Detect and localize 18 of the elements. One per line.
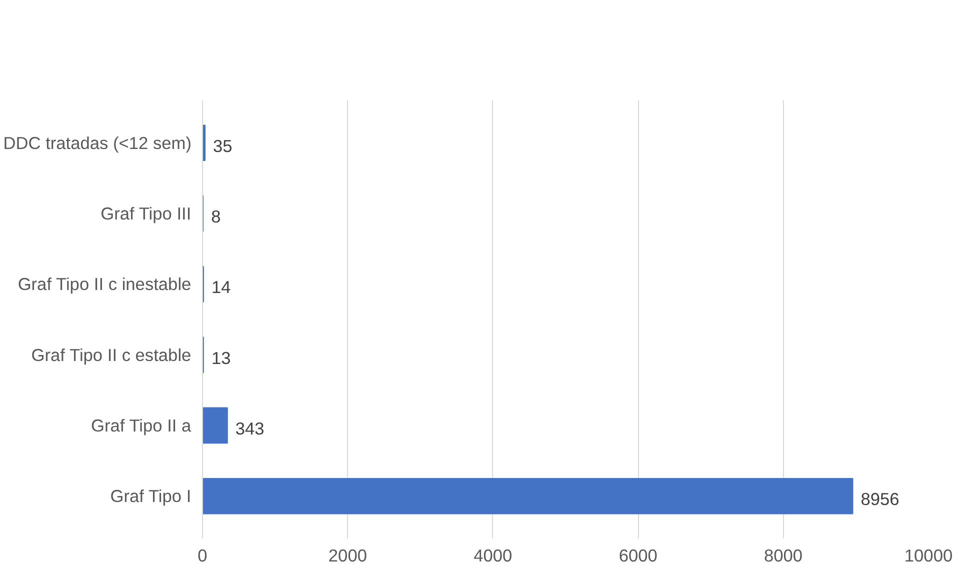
x-tick-label: 4000: [474, 546, 512, 566]
data-label: 343: [235, 418, 264, 438]
y-tick-label: Graf Tipo III: [100, 204, 192, 224]
x-tick-label: 6000: [618, 546, 658, 566]
data-label: 14: [212, 277, 232, 298]
y-tick-label: Graf Tipo II a: [91, 415, 192, 436]
x-tick-label: 2000: [328, 546, 367, 566]
y-tick-label: Graf Tipo I: [110, 486, 192, 506]
x-tick-label: 8000: [764, 546, 803, 566]
data-label: 13: [211, 348, 231, 368]
data-label: 8956: [860, 489, 900, 510]
y-tick-label: Graf Tipo II c inestable: [18, 274, 192, 294]
x-tick-label: 10000: [904, 546, 953, 566]
data-label: 35: [213, 136, 232, 156]
x-tick-label: 0: [198, 546, 208, 566]
y-tick-label: Graf Tipo II c estable: [31, 344, 192, 365]
data-label: 8: [211, 206, 221, 227]
y-tick-label: DDC tratadas (<12 sem): [3, 132, 192, 153]
